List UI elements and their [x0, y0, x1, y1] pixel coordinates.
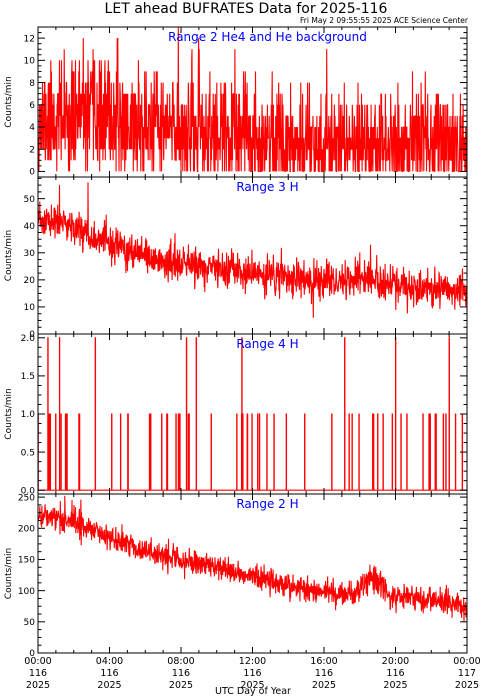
- y-tick-label: 12: [24, 34, 35, 44]
- x-tick-year: 2025: [455, 680, 479, 691]
- y-tick-label: 1.5: [21, 372, 35, 382]
- series-line-3-1: [37, 337, 467, 491]
- y-tick-label: 10: [24, 57, 36, 67]
- y-tick-label: 30: [24, 249, 36, 259]
- x-tick-time: 04:00: [96, 656, 123, 667]
- panel-label-1: Range 2 He4 and He background: [168, 30, 367, 44]
- series-line-4-1: [37, 495, 468, 622]
- x-tick-day: 116: [386, 668, 404, 679]
- timestamp: Fri May 2 09:55:55 2025 ACE Science Cent…: [300, 16, 469, 25]
- panel-label-3: Range 4 H: [236, 337, 298, 351]
- x-tick-year: 2025: [240, 680, 264, 691]
- x-tick-time: 20:00: [382, 656, 409, 667]
- y-axis-label-2: Counts/min: [4, 230, 14, 281]
- y-axis-label-3: Counts/min: [4, 388, 14, 439]
- panel-label-2: Range 3 H: [236, 180, 298, 194]
- x-tick-day: 116: [100, 668, 118, 679]
- y-tick-label: 20: [24, 276, 36, 286]
- x-axis-tick-labels: 00:00116202504:00116202508:00116202512:0…: [24, 656, 480, 691]
- x-tick-day: 117: [458, 668, 476, 679]
- x-axis-label: UTC Day of Year: [215, 686, 291, 697]
- x-tick-time: 00:00: [453, 656, 480, 667]
- y-tick-label: 0: [29, 649, 35, 659]
- y-tick-label: 150: [18, 556, 35, 566]
- x-tick-year: 2025: [97, 680, 121, 691]
- x-tick-year: 2025: [169, 680, 193, 691]
- y-tick-label: 10: [24, 303, 36, 313]
- panel-4: 0 50 100 150 200 250 Range 2 H Counts/min: [4, 493, 468, 659]
- x-tick-day: 116: [172, 668, 190, 679]
- y-tick-label: 1.0: [21, 410, 36, 420]
- y-tick-label: 100: [18, 587, 35, 597]
- x-tick-time: 08:00: [167, 656, 194, 667]
- series-line-2-1: [37, 182, 468, 318]
- y-tick-label: 0: [29, 168, 35, 178]
- x-tick-year: 2025: [383, 680, 407, 691]
- y-tick-label: 2.0: [21, 334, 36, 344]
- y-tick-label: 200: [18, 524, 35, 534]
- y-tick-label: 50: [24, 618, 36, 628]
- x-tick-year: 2025: [312, 680, 336, 691]
- y-tick-label: 8: [29, 79, 35, 89]
- x-tick-day: 116: [29, 668, 47, 679]
- y-tick-label: 50: [24, 195, 36, 205]
- x-tick-time: 16:00: [310, 656, 337, 667]
- panel-3: 0.0 0.5 1.0 1.5 2.0 Range 4 H Counts/min: [4, 333, 468, 496]
- y-tick-label: 6: [29, 101, 35, 111]
- y-axis-label-1: Counts/min: [4, 76, 14, 127]
- y-tick-label: 0: [29, 330, 35, 340]
- y-tick-label: 2: [29, 145, 35, 155]
- chart-title: LET ahead BUFRATES Data for 2025-116: [105, 1, 388, 17]
- y-axis-label-4: Counts/min: [4, 548, 14, 599]
- y-tick-label: 0.0: [21, 486, 36, 496]
- y-tick-label: 250: [18, 493, 35, 503]
- x-tick-day: 116: [243, 668, 261, 679]
- panels: 0 2 4 6 8 10 12 Range 2 He4 and He background Co…: [4, 26, 468, 659]
- panel-label-4: Range 2 H: [236, 497, 298, 511]
- x-tick-time: 12:00: [239, 656, 266, 667]
- series-line-1-1: [37, 26, 468, 172]
- y-tick-label: 40: [24, 222, 36, 232]
- x-tick-year: 2025: [26, 680, 50, 691]
- panel-1: 0 2 4 6 8 10 12 Range 2 He4 and He background Co…: [4, 26, 468, 178]
- y-tick-label: 0.5: [21, 448, 35, 458]
- x-tick-day: 116: [315, 668, 333, 679]
- panel-2: 0 10 20 30 40 50 Range 3 H Counts/min: [4, 176, 468, 340]
- y-tick-label: 4: [29, 123, 35, 133]
- x-tick-time: 00:00: [24, 656, 51, 667]
